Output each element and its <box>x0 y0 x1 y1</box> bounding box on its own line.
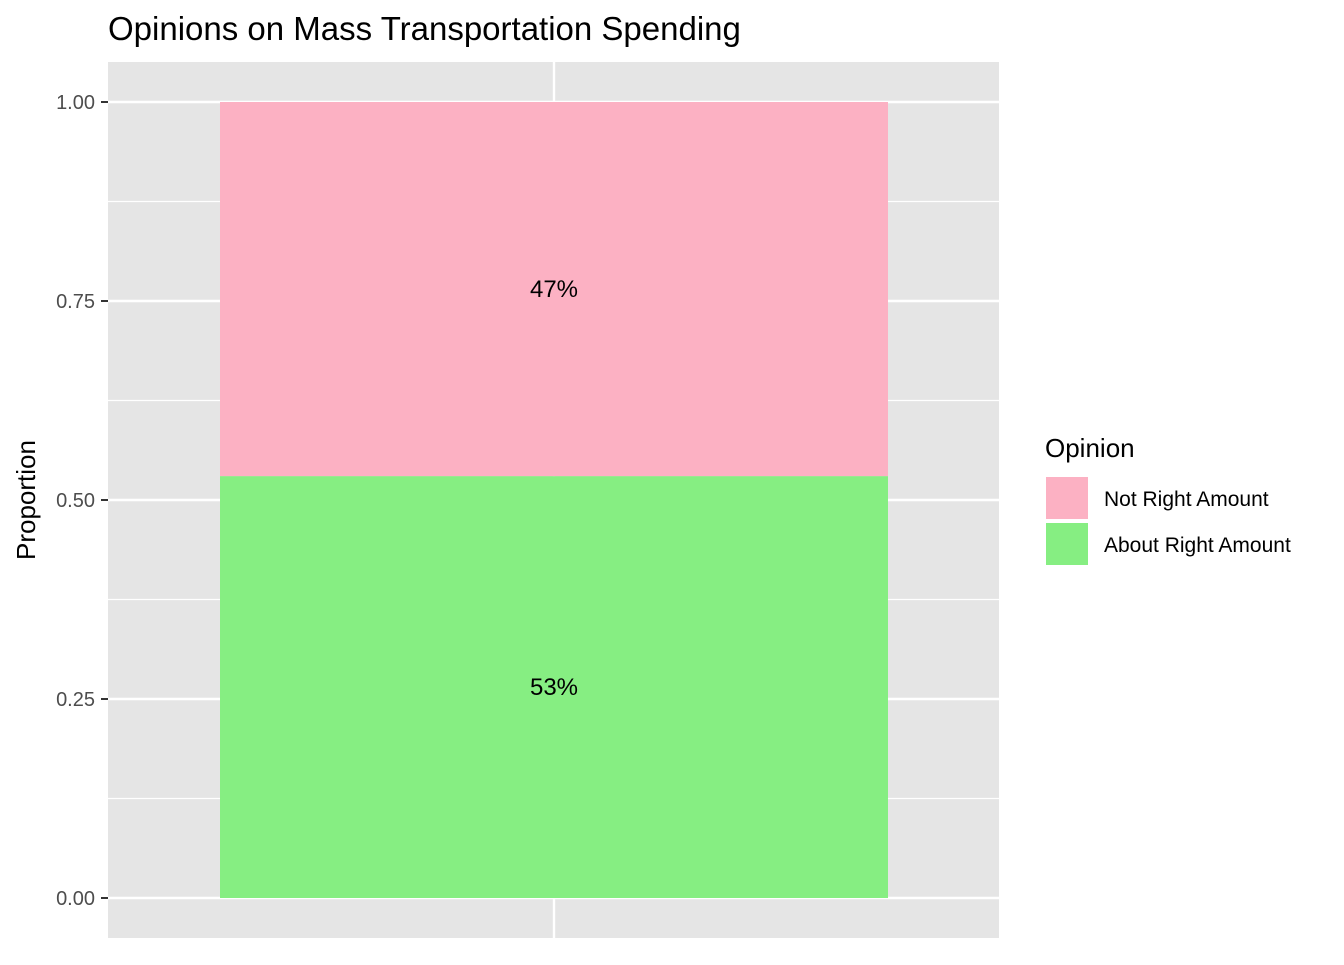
y-axis: 0.00 0.25 0.50 0.75 1.00 <box>56 92 108 910</box>
bar-segment <box>220 102 888 477</box>
legend-label: About Right Amount <box>1104 534 1291 557</box>
y-tick-label: 0.75 <box>56 291 95 313</box>
data-label: 47% <box>530 276 578 303</box>
y-tick-label: 0.25 <box>56 689 95 711</box>
y-tick-label: 1.00 <box>56 92 95 114</box>
legend: Opinion Not Right Amount About Right Amou… <box>1044 433 1291 567</box>
y-tick-label: 0.50 <box>56 490 95 512</box>
y-axis-label: Proportion <box>11 440 41 560</box>
legend-label: Not Right Amount <box>1104 488 1269 511</box>
data-label: 53% <box>530 674 578 701</box>
data-labels-layer: 53% 47% <box>530 276 578 701</box>
legend-key <box>1044 475 1090 521</box>
chart-title: Opinions on Mass Transportation Spending <box>108 10 741 47</box>
bar-segment <box>220 476 888 898</box>
bars-layer <box>220 102 888 898</box>
legend-key <box>1044 521 1090 567</box>
y-tick-label: 0.00 <box>56 888 95 910</box>
legend-title: Opinion <box>1045 433 1135 463</box>
